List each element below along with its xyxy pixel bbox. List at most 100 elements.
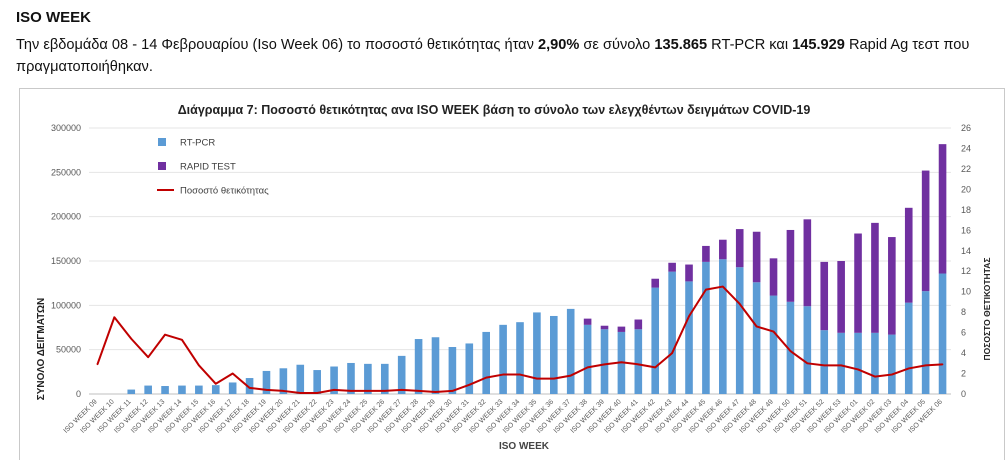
positivity-point xyxy=(519,373,521,376)
positivity-point xyxy=(333,389,335,391)
positivity-point xyxy=(637,363,640,366)
y2-tick-label: 4 xyxy=(961,348,966,358)
bar-rtpcr xyxy=(364,363,372,394)
positivity-point xyxy=(806,362,809,365)
positivity-point xyxy=(891,373,893,376)
bar-rtpcr xyxy=(735,267,744,394)
x-axis-title: ISO WEEK xyxy=(499,441,550,452)
bar-rtpcr xyxy=(820,330,829,394)
bar-rtpcr xyxy=(888,334,896,394)
positivity-point xyxy=(113,316,116,319)
positivity-point xyxy=(231,372,234,375)
bar-rtpcr xyxy=(448,347,457,394)
bar-rtpcr xyxy=(566,308,575,394)
positivity-point xyxy=(755,325,758,328)
legend-label: RT-PCR xyxy=(180,138,215,149)
bar-rtpcr xyxy=(330,366,338,394)
positivity-point xyxy=(553,377,555,380)
positivity-point xyxy=(468,383,471,386)
bar-rtpcr xyxy=(296,364,305,394)
legend-swatch xyxy=(158,138,166,146)
positivity-point xyxy=(130,337,133,340)
positivity-point xyxy=(164,333,166,336)
positivity-point xyxy=(417,390,420,392)
bar-rtpcr xyxy=(347,362,355,394)
bar-rtpcr xyxy=(431,337,440,394)
y-axis-title: ΣΥΝΟΛΟ ΔΕΙΓΜΑΤΩΝ xyxy=(36,298,47,401)
bar-rapid-test xyxy=(651,278,660,288)
bar-rapid-test xyxy=(752,231,761,283)
positivity-point xyxy=(857,368,859,371)
positivity-point xyxy=(705,288,707,291)
y2-tick-label: 16 xyxy=(961,225,971,235)
bar-rtpcr xyxy=(279,368,288,394)
positivity-rate: 2,90% xyxy=(537,37,580,53)
positivity-point xyxy=(941,363,944,366)
bar-rtpcr xyxy=(144,385,152,394)
positivity-point xyxy=(569,374,572,377)
y2-tick-label: 20 xyxy=(961,184,971,194)
bar-rapid-test xyxy=(719,239,727,260)
bar-rtpcr xyxy=(397,355,406,394)
y2-tick-label: 10 xyxy=(961,287,971,297)
positivity-point xyxy=(198,364,200,367)
positivity-point xyxy=(907,367,910,370)
bar-rtpcr xyxy=(769,295,778,394)
bar-rapid-test xyxy=(820,261,829,331)
bar-rapid-test xyxy=(854,233,862,333)
positivity-point xyxy=(367,390,369,392)
positivity-point xyxy=(181,338,183,341)
summary-part-3: RT-PCR και xyxy=(707,37,793,53)
bar-rtpcr xyxy=(786,301,795,394)
positivity-point xyxy=(772,330,775,333)
bar-rtpcr xyxy=(245,378,254,394)
bar-rtpcr xyxy=(600,329,609,394)
positivity-line xyxy=(96,285,944,394)
bar-rtpcr xyxy=(904,302,913,394)
positivity-point xyxy=(400,389,403,391)
bar-rtpcr xyxy=(938,273,947,394)
bar-rapid-test xyxy=(921,170,930,292)
positivity-point xyxy=(350,390,352,392)
bar-rtpcr xyxy=(702,261,710,394)
positivity-point xyxy=(603,363,606,366)
bar-rapid-test xyxy=(668,262,676,272)
bar-rtpcr xyxy=(634,329,643,394)
y-tick-label: 150000 xyxy=(51,256,81,266)
summary-part-1: Την εβδομάδα 08 - 14 Φεβρουαρίου (Iso We… xyxy=(16,37,538,53)
bar-rtpcr xyxy=(211,385,220,394)
rapid-total: 145.929 xyxy=(792,37,845,53)
bar-rapid-test xyxy=(600,325,609,330)
positivity-point xyxy=(620,361,623,364)
positivity-point xyxy=(924,364,927,367)
positivity-point xyxy=(299,392,302,394)
positivity-point xyxy=(840,364,842,367)
bar-rtpcr xyxy=(583,324,592,394)
summary-part-4: Rapid Ag τεστ που πραγματοποιήθηκαν. xyxy=(16,37,970,75)
bar-rtpcr xyxy=(871,332,879,394)
positivity-point xyxy=(823,364,826,367)
positivity-point xyxy=(586,366,589,369)
y-tick-label: 200000 xyxy=(51,212,81,222)
positivity-point xyxy=(789,350,792,352)
bar-rtpcr xyxy=(228,382,237,394)
bar-rapid-test xyxy=(837,261,845,333)
y-tick-label: 50000 xyxy=(56,345,81,355)
bar-rtpcr xyxy=(161,386,169,394)
positivity-point xyxy=(147,356,149,358)
legend-label: Ποσοστό θετικότητας xyxy=(180,186,269,197)
bar-rtpcr xyxy=(313,370,321,394)
bar-rtpcr xyxy=(127,389,136,394)
positivity-point xyxy=(485,376,487,379)
y2-tick-label: 6 xyxy=(961,328,966,338)
y2-tick-label: 2 xyxy=(961,369,966,379)
positivity-point xyxy=(671,352,673,354)
rtpcr-total: 135.865 xyxy=(654,37,708,53)
positivity-point xyxy=(383,390,386,392)
positivity-point xyxy=(502,373,504,376)
positivity-point xyxy=(451,390,454,392)
bar-rapid-test xyxy=(634,319,643,330)
chart-legend: RT-PCR RAPID TEST Ποσοστό θετικότητας xyxy=(157,138,269,197)
bar-rtpcr xyxy=(465,343,474,394)
bar-rapid-test xyxy=(702,245,710,262)
